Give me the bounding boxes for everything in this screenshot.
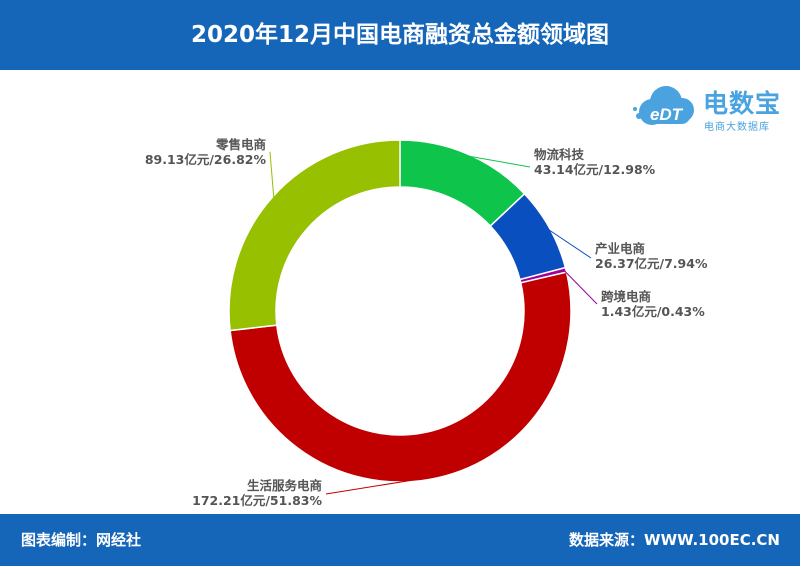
slice-name-label: 产业电商	[595, 241, 645, 256]
slice-name-label: 跨境电商	[601, 289, 651, 304]
footer-source: 数据来源：WWW.100EC.CN	[569, 531, 780, 549]
logo-subtitle: 电商大数据库	[704, 122, 770, 133]
leader-line-1	[547, 228, 592, 259]
slice-name-label: 生活服务电商	[247, 478, 322, 493]
header-bar: 2020年12月中国电商融资总金额领域图	[0, 0, 800, 70]
slice-name-label: 零售电商	[215, 137, 266, 152]
footer-bar: 图表编制：网经社 数据来源：WWW.100EC.CN	[0, 514, 800, 566]
slice-value-label: 26.37亿元/7.94%	[595, 256, 708, 271]
slice-value-label: 172.21亿元/51.83%	[192, 493, 322, 508]
slice-value-label: 43.14亿元/12.98%	[534, 162, 656, 177]
donut-slices	[228, 139, 572, 483]
edt-logo: eDT 电数宝 电商大数据库	[630, 78, 795, 138]
chart-title: 2020年12月中国电商融资总金额领域图	[190, 22, 610, 48]
leader-line-0	[466, 155, 531, 168]
leader-line-3	[325, 477, 430, 495]
slice-name-label: 物流科技	[534, 147, 585, 162]
slice-labels: 物流科技43.14亿元/12.98%产业电商26.37亿元/7.94%跨境电商1…	[145, 137, 708, 508]
logo-name: 电数宝	[703, 89, 782, 118]
cloud-logo-icon: eDT	[633, 86, 694, 125]
slice-4	[228, 139, 401, 332]
leader-lines	[269, 151, 598, 495]
leader-line-2	[563, 270, 598, 305]
slice-value-label: 1.43亿元/0.43%	[601, 304, 705, 319]
slice-3	[229, 271, 572, 483]
footer-credit: 图表编制：网经社	[21, 531, 142, 549]
slice-value-label: 89.13亿元/26.82%	[145, 152, 267, 167]
logo-mark: eDT	[650, 105, 684, 124]
leader-line-4	[269, 151, 275, 199]
